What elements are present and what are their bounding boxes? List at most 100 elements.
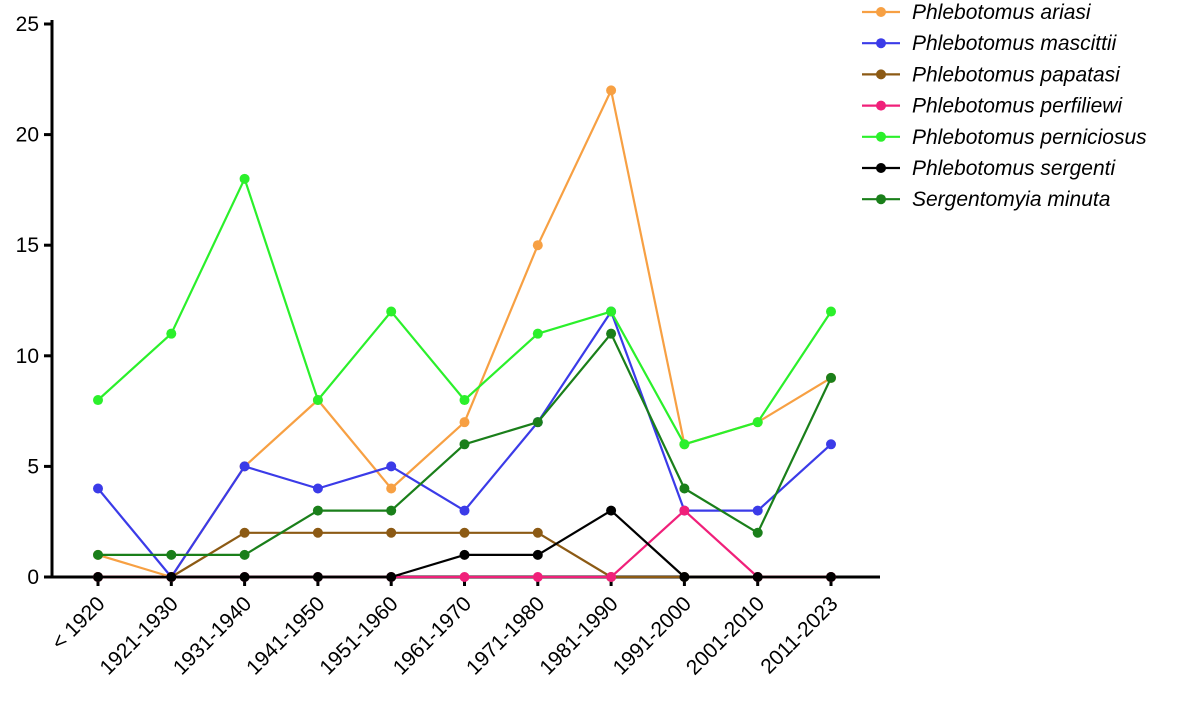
data-point: [752, 572, 763, 582]
legend-label: Phlebotomus papatasi: [912, 63, 1121, 86]
y-tick-label: 10: [16, 345, 39, 368]
data-point: [752, 527, 763, 538]
data-point: [606, 85, 617, 96]
data-point: [606, 306, 617, 317]
legend-swatch-point: [876, 38, 886, 49]
data-point: [239, 572, 250, 582]
data-point: [826, 439, 836, 450]
axes: 0 5 10 15 20 25 < 19201921-19301931-19401941-1…: [16, 13, 880, 680]
data-point: [386, 306, 397, 317]
legend-swatch-point: [876, 194, 886, 205]
data-point: [679, 572, 690, 582]
x-tick-label: 1981-1990: [535, 592, 622, 679]
data-point: [166, 328, 177, 339]
x-tick-label: 1991-2000: [609, 592, 696, 679]
x-tick-label: 1961-1970: [389, 592, 476, 679]
data-point: [386, 527, 397, 538]
x-tick-label: 1971-1980: [462, 592, 549, 679]
data-point: [606, 328, 617, 339]
y-tick-label: 25: [16, 13, 39, 36]
data-point: [826, 572, 836, 582]
data-point: [312, 572, 323, 582]
data-point: [93, 395, 103, 406]
data-point: [752, 417, 763, 428]
legend-label: Sergentomyia minuta: [912, 188, 1110, 211]
x-tick-label: 2001-2010: [682, 592, 769, 679]
legend-item: Phlebotomus papatasi: [862, 63, 1121, 86]
legend-swatch-point: [876, 131, 886, 142]
data-point: [386, 572, 397, 582]
x-tick-label: < 1920: [47, 592, 109, 654]
data-point: [459, 505, 470, 516]
x-tick-label: 1921-1930: [96, 592, 183, 679]
data-point: [606, 505, 617, 516]
legend-label: Phlebotomus perniciosus: [912, 126, 1147, 149]
data-point: [239, 461, 250, 472]
y-tick-label: 20: [16, 124, 39, 147]
legend-label: Phlebotomus ariasi: [912, 1, 1092, 24]
y-tick-label: 5: [27, 455, 39, 478]
data-point: [679, 483, 690, 494]
legend-item: Sergentomyia minuta: [862, 188, 1110, 211]
data-point: [679, 505, 690, 516]
x-tick-label: 1931-1940: [169, 592, 256, 679]
data-point: [532, 549, 543, 560]
series-layer: [93, 85, 836, 582]
data-point: [532, 572, 543, 582]
data-point: [826, 306, 836, 317]
legend-item: Phlebotomus ariasi: [862, 1, 1092, 24]
legend-label: Phlebotomus perfiliewi: [912, 95, 1123, 118]
data-point: [606, 572, 617, 582]
data-point: [459, 549, 470, 560]
x-tick-label: 1941-1950: [242, 592, 329, 679]
data-point: [93, 549, 103, 560]
y-tick-label: 15: [16, 234, 39, 257]
data-point: [826, 372, 836, 383]
data-point: [93, 483, 103, 494]
data-point: [459, 417, 470, 428]
data-point: [386, 483, 397, 494]
legend-item: Phlebotomus mascittii: [862, 32, 1118, 55]
data-point: [93, 572, 103, 582]
data-point: [312, 395, 323, 406]
data-point: [312, 505, 323, 516]
data-point: [679, 439, 690, 450]
data-point: [312, 527, 323, 538]
legend-swatch-point: [876, 69, 886, 80]
legend-item: Phlebotomus perfiliewi: [862, 95, 1123, 118]
data-point: [239, 527, 250, 538]
series-6: [93, 328, 836, 560]
data-point: [459, 395, 470, 406]
data-point: [532, 240, 543, 251]
legend: Phlebotomus ariasi Phlebotomus mascittii P…: [862, 1, 1147, 211]
series-4: [93, 173, 836, 450]
legend-label: Phlebotomus mascittii: [912, 32, 1118, 55]
data-point: [386, 505, 397, 516]
legend-swatch-point: [876, 100, 886, 111]
data-point: [532, 527, 543, 538]
series-5: [93, 505, 836, 582]
data-point: [239, 173, 250, 184]
data-point: [312, 483, 323, 494]
series-3: [93, 505, 836, 582]
x-tick-label: 1951-1960: [315, 592, 402, 679]
data-point: [532, 328, 543, 339]
legend-swatch-point: [876, 163, 886, 173]
data-point: [532, 417, 543, 428]
data-point: [166, 572, 177, 582]
legend-item: Phlebotomus perniciosus: [862, 126, 1147, 149]
y-tick-label: 0: [27, 566, 39, 589]
data-point: [459, 572, 470, 582]
legend-item: Phlebotomus sergenti: [862, 157, 1116, 180]
legend-label: Phlebotomus sergenti: [912, 157, 1116, 180]
data-point: [459, 527, 470, 538]
data-point: [752, 505, 763, 516]
data-point: [459, 439, 470, 450]
data-point: [166, 549, 177, 560]
legend-swatch-point: [876, 7, 886, 17]
x-tick-label: 2011-2023: [756, 592, 842, 678]
data-point: [386, 461, 397, 472]
series-line: [97, 89, 832, 579]
data-point: [239, 549, 250, 560]
